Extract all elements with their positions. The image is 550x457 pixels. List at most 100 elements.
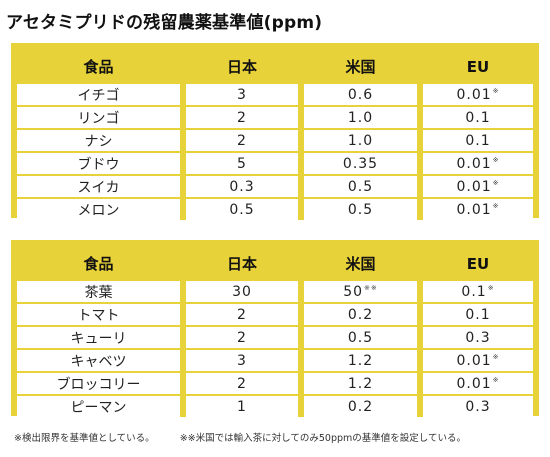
cell-food: メロン [17,197,180,220]
table-row: 茶葉 30 50※※ 0.1※ [17,281,533,302]
cell-japan: 2 [180,325,298,348]
cell-food-value: ブロッコリー [56,376,141,393]
header-us: 米国 [298,49,417,84]
cell-food: ピーマン [17,394,180,417]
cell-eu-value: 0.3 [465,398,491,415]
cell-eu-value: 0.1 [465,109,491,126]
residue-table-tea-vegetables: 食品 日本 米国 EU 茶葉 30 50※※ 0.1※ トマト 2 0.2 0.1 キューリ 2 0… [11,240,539,417]
header-eu: EU [417,49,533,84]
cell-food-value: リンゴ [77,110,120,127]
cell-us-value: 1.0 [347,109,374,126]
cell-eu-value: 0.01 [456,86,492,103]
table-row: ピーマン 1 0.2 0.3 [17,394,533,417]
cell-japan: 3 [180,348,298,371]
cell-japan-value: 2 [237,375,247,392]
cell-japan: 5 [180,151,298,174]
cell-eu: 0.01※ [417,197,533,220]
header-japan: 日本 [180,246,298,281]
cell-japan-value: 5 [237,155,247,172]
cell-us: 0.2 [298,394,417,417]
table-row: リンゴ 2 1.0 0.1 [17,105,533,128]
cell-us: 0.5 [298,197,417,220]
cell-food: キューリ [17,325,180,348]
cell-food: スイカ [17,174,180,197]
cell-japan-value: 2 [237,329,247,346]
cell-japan: 30 [180,281,298,302]
table-2: 食品 日本 米国 EU 茶葉 30 50※※ 0.1※ トマト 2 0.2 0.1 キューリ 2 0… [17,246,533,417]
cell-eu-value: 0.01 [456,155,492,172]
cell-eu-value: 0.3 [465,329,491,346]
cell-eu: 0.01※ [417,84,533,105]
cell-us: 0.5 [298,174,417,197]
cell-japan: 2 [180,128,298,151]
cell-food-value: スイカ [77,179,120,196]
cell-eu-value: 0.01 [456,201,492,218]
table-row: イチゴ 3 0.6 0.01※ [17,84,533,105]
cell-food: ナシ [17,128,180,151]
cell-eu: 0.3 [417,325,533,348]
footnote-mark: ※ [492,178,500,187]
table-row: メロン 0.5 0.5 0.01※ [17,197,533,220]
cell-eu-value: 0.01 [456,178,492,195]
footnote-mark: ※※ [364,283,378,292]
cell-japan: 0.3 [180,174,298,197]
cell-japan: 2 [180,302,298,325]
cell-food-value: キャベツ [70,353,127,370]
header-japan: 日本 [180,49,298,84]
table-row: ナシ 2 1.0 0.1 [17,128,533,151]
cell-food: ブロッコリー [17,371,180,394]
cell-us: 0.6 [298,84,417,105]
table-1: 食品 日本 米国 EU イチゴ 3 0.6 0.01※ リンゴ 2 1.0 0.1 ナシ 2 1.0… [17,49,533,220]
cell-japan: 2 [180,105,298,128]
cell-eu: 0.1 [417,302,533,325]
cell-japan-value: 1 [237,398,247,415]
table-header-row: 食品 日本 米国 EU [17,49,533,84]
cell-us-value: 0.5 [347,178,374,195]
cell-japan: 0.5 [180,197,298,220]
cell-us-value: 0.5 [347,329,374,346]
footnotes: ※検出限界を基準値としている。 ※※米国では輸入茶に対してのみ50ppmの基準値… [14,430,488,444]
table-row: キューリ 2 0.5 0.3 [17,325,533,348]
cell-japan-value: 3 [237,86,247,103]
cell-food-value: キューリ [70,330,127,347]
header-us: 米国 [298,246,417,281]
cell-japan: 2 [180,371,298,394]
cell-us: 0.5 [298,325,417,348]
cell-us: 1.2 [298,348,417,371]
footnote-us-import-tea: ※※米国では輸入茶に対してのみ50ppmの基準値を設定している。 [179,433,466,444]
cell-food: トマト [17,302,180,325]
cell-food: リンゴ [17,105,180,128]
cell-us: 1.0 [298,105,417,128]
cell-eu: 0.1※ [417,281,533,302]
cell-japan-value: 30 [232,283,252,300]
footnote-mark: ※ [492,86,500,95]
cell-food: ブドウ [17,151,180,174]
cell-eu-value: 0.01 [456,375,492,392]
cell-japan-value: 0.5 [229,201,255,218]
page-title: アセタミプリドの残留農薬基準値(ppm) [6,13,323,33]
header-food: 食品 [17,49,180,84]
header-food: 食品 [17,246,180,281]
table-row: ブロッコリー 2 1.2 0.01※ [17,371,533,394]
cell-us: 0.35 [298,151,417,174]
table-header-row: 食品 日本 米国 EU [17,246,533,281]
cell-us: 0.2 [298,302,417,325]
cell-eu-value: 0.1 [465,132,491,149]
table-row: キャベツ 3 1.2 0.01※ [17,348,533,371]
cell-us-value: 0.2 [347,306,374,323]
cell-eu-value: 0.1 [465,306,491,323]
footnote-mark: ※ [492,375,500,384]
cell-japan: 3 [180,84,298,105]
cell-eu: 0.1 [417,105,533,128]
cell-eu: 0.01※ [417,174,533,197]
cell-eu: 0.1 [417,128,533,151]
cell-japan: 1 [180,394,298,417]
footnote-mark: ※ [492,352,500,361]
cell-japan-value: 2 [237,132,247,149]
cell-food-value: ナシ [84,133,113,150]
table-row: ブドウ 5 0.35 0.01※ [17,151,533,174]
cell-us-value: 0.2 [347,398,374,415]
cell-food-value: イチゴ [77,87,120,104]
cell-food: キャベツ [17,348,180,371]
cell-food-value: 茶葉 [84,284,113,301]
